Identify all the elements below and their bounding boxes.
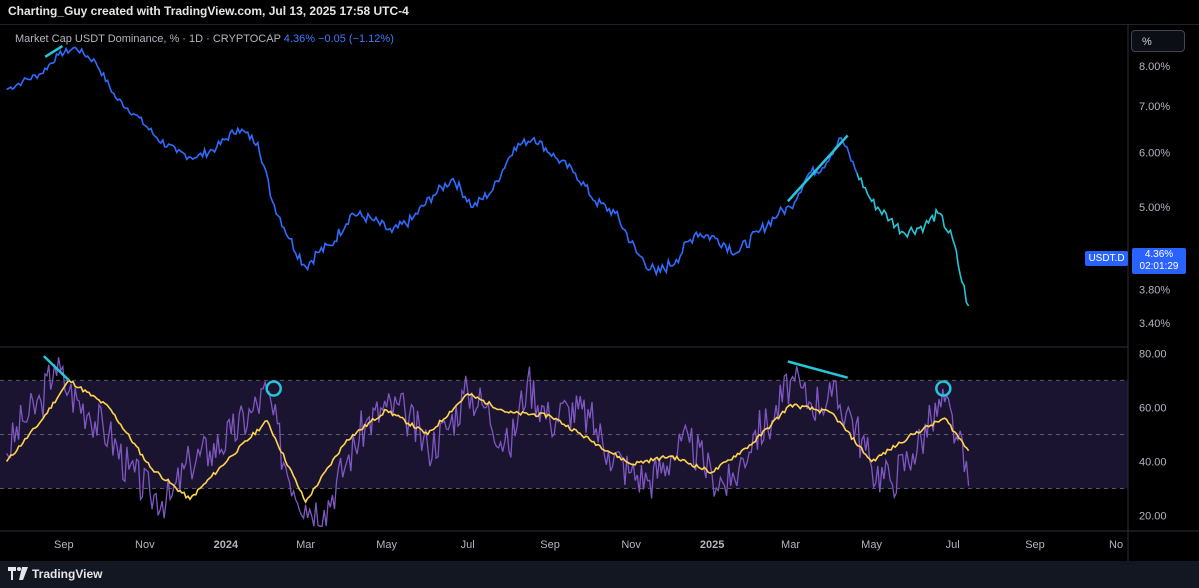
symbol-price-tag: USDT.D: [1085, 251, 1128, 266]
rsi-ma-line: [5, 379, 970, 504]
price-tick-label: 3.80%: [1139, 285, 1170, 297]
time-tick-label: 2025: [700, 539, 724, 551]
axes: 8.00% 7.00% 6.00% 5.00% 3.80% 3.40% 80.00 60.00…: [0, 24, 1199, 561]
rsi-tick-label: 40.00: [1139, 456, 1167, 468]
divergence-trendline: [786, 134, 849, 203]
time-tick-label: Jul: [946, 539, 960, 551]
last-price-tag: 4.36% 02:01:29: [1132, 248, 1186, 274]
percent-scale-button[interactable]: %: [1131, 30, 1185, 52]
price-tick-label: 7.00%: [1139, 101, 1170, 113]
price-tick-label: 8.00%: [1139, 61, 1170, 73]
price-pane: [6, 44, 970, 307]
rsi-divergence-trendline: [787, 360, 848, 379]
price-series-line: [6, 46, 858, 277]
tradingview-logo-icon[interactable]: [8, 567, 28, 581]
time-tick-label: Sep: [1025, 539, 1045, 551]
top-bar: Charting_Guy created with TradingView.co…: [0, 0, 1199, 25]
tradingview-brand: TradingView: [32, 567, 103, 581]
divergence-trendline: [44, 44, 64, 58]
time-tick-label: 2024: [214, 539, 239, 551]
rsi-highlight-circle: [935, 380, 952, 397]
chart-credit: Charting_Guy created with TradingView.co…: [8, 4, 409, 18]
time-tick-label: Nov: [135, 539, 155, 551]
rsi-tick-label: 20.00: [1139, 510, 1167, 522]
bar-countdown: 02:01:29: [1139, 261, 1179, 272]
rsi-band: [0, 380, 1128, 489]
symbol-legend[interactable]: Market Cap USDT Dominance, % · 1D · CRYP…: [15, 33, 394, 45]
time-tick-label: Nov: [621, 539, 641, 551]
price-tick-label: 3.40%: [1139, 318, 1170, 330]
price-tick-label: 6.00%: [1139, 147, 1170, 159]
rsi-tick-label: 80.00: [1139, 348, 1167, 360]
legend-title: Market Cap USDT Dominance, % · 1D · CRYP…: [15, 33, 281, 45]
time-tick-label: Mar: [296, 539, 315, 551]
time-tick-label: Sep: [540, 539, 560, 551]
time-tick-label: May: [861, 539, 882, 551]
time-tick-label: Jul: [461, 539, 475, 551]
last-price-value: 4.36%: [1144, 249, 1174, 260]
rsi-pane: [0, 355, 1128, 527]
rsi-line: [6, 357, 970, 527]
rsi-divergence-trendline: [42, 355, 70, 382]
time-tick-label: May: [376, 539, 397, 551]
price-series-line-recent: [856, 172, 970, 307]
legend-value: 4.36% −0.05 (−1.12%): [283, 33, 394, 45]
time-tick-label: No: [1109, 539, 1123, 551]
footer-bar: TradingView: [0, 561, 1199, 588]
rsi-highlight-circle: [265, 380, 282, 397]
chart-canvas[interactable]: 8.00% 7.00% 6.00% 5.00% 3.80% 3.40% 80.00 60.00…: [0, 24, 1199, 561]
price-tick-label: 5.00%: [1139, 202, 1170, 214]
time-tick-label: Sep: [54, 539, 74, 551]
rsi-tick-label: 60.00: [1139, 402, 1167, 414]
time-tick-label: Mar: [781, 539, 800, 551]
